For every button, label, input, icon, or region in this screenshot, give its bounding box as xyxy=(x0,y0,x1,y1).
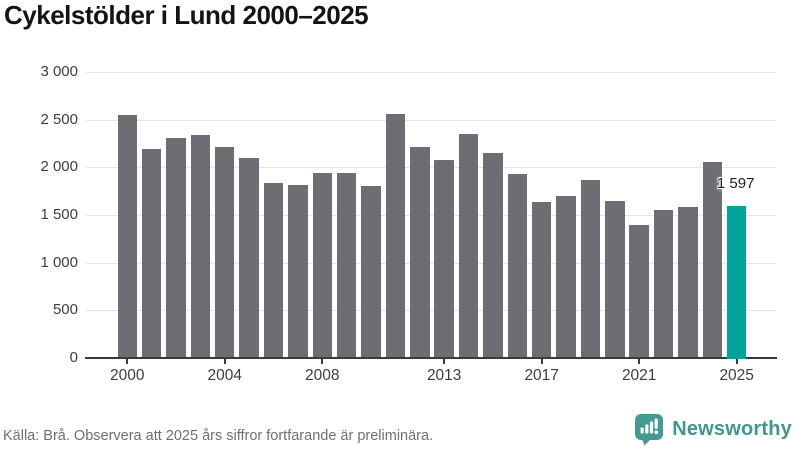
x-axis-label-2004: 2004 xyxy=(207,367,243,384)
bar-2013 xyxy=(434,160,454,359)
x-axis-tick-2008 xyxy=(321,359,324,364)
gridline-1500 xyxy=(86,215,776,216)
y-axis-label-1500: 1 500 xyxy=(40,206,78,223)
bar-2025 xyxy=(727,205,747,359)
gridline-2500 xyxy=(86,119,776,121)
x-axis-label-2008: 2008 xyxy=(305,367,340,384)
y-axis-label-0: 0 xyxy=(69,349,78,366)
y-axis-label-2000: 2 000 xyxy=(40,158,78,176)
x-axis-tick-2000 xyxy=(126,359,129,364)
value-label-2025: 1 597 xyxy=(716,174,755,192)
x-axis-label-2021: 2021 xyxy=(621,367,657,384)
bar-2001 xyxy=(141,149,162,359)
bar-2009 xyxy=(336,172,357,359)
bar-2011 xyxy=(385,113,406,359)
x-axis-label-2013: 2013 xyxy=(426,367,462,384)
bar-2017 xyxy=(531,202,552,359)
bar-2012 xyxy=(410,147,430,359)
y-axis-label-3000: 3 000 xyxy=(40,63,78,80)
bar-2004 xyxy=(215,146,235,359)
bar-2015 xyxy=(483,153,503,359)
x-axis-tick-2017 xyxy=(540,359,543,364)
x-axis-tick-2004 xyxy=(223,359,226,364)
bar-2007 xyxy=(288,185,308,359)
bar-2016 xyxy=(507,174,527,359)
y-axis-label-500: 500 xyxy=(52,301,78,319)
x-axis-tick-2013 xyxy=(443,359,446,364)
gridline-2000 xyxy=(86,167,776,169)
x-axis-label-2017: 2017 xyxy=(524,367,559,384)
bar-2006 xyxy=(263,182,284,359)
bar-2020 xyxy=(605,201,625,359)
x-axis-tick-2021 xyxy=(638,359,641,364)
newsworthy-logo-text: Newsworthy xyxy=(672,417,792,440)
bar-2008 xyxy=(312,172,332,359)
bar-2023 xyxy=(678,206,698,359)
bar-2021 xyxy=(629,224,649,359)
x-axis-line xyxy=(85,357,777,359)
y-axis-label-2500: 2 500 xyxy=(40,110,78,128)
gridline-500 xyxy=(86,310,776,312)
x-axis-tick-2025 xyxy=(735,359,738,364)
bar-2000 xyxy=(117,114,137,359)
bar-2002 xyxy=(166,137,186,359)
y-axis-label-1000: 1 000 xyxy=(40,253,78,271)
x-axis-label-2000: 2000 xyxy=(110,367,145,384)
bar-2010 xyxy=(361,186,381,359)
bar-2024 xyxy=(702,162,722,359)
newsworthy-logo-link[interactable]: Newsworthy xyxy=(634,412,792,446)
bar-2019 xyxy=(580,179,601,359)
gridline-3000 xyxy=(86,72,776,73)
chart-title: Cykelstölder i Lund 2000–2025 xyxy=(4,0,369,30)
gridline-1000 xyxy=(86,262,776,264)
bar-2005 xyxy=(239,158,259,359)
x-axis-label-2025: 2025 xyxy=(719,367,754,384)
bar-2022 xyxy=(653,209,674,359)
newsworthy-logo-icon xyxy=(634,413,665,446)
source-note: Källa: Brå. Observera att 2025 års siffr… xyxy=(3,428,434,444)
bar-2014 xyxy=(458,133,479,359)
bar-2018 xyxy=(556,196,576,359)
bar-2003 xyxy=(190,134,211,359)
